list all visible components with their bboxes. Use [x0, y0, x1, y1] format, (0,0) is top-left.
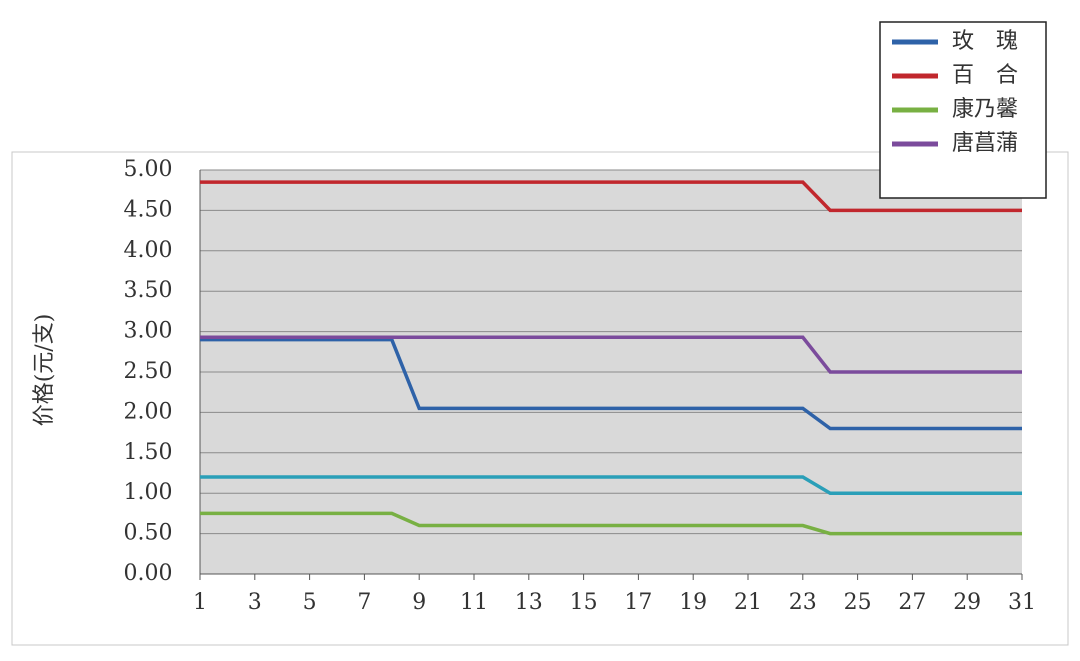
- x-tick-label: 9: [412, 590, 426, 615]
- y-tick-label: 3.50: [124, 278, 173, 303]
- series-line: [200, 511, 1022, 536]
- legend-label: 康乃馨: [952, 97, 1018, 122]
- x-tick-label: 7: [357, 590, 371, 615]
- y-tick-label: 1.00: [124, 480, 173, 505]
- x-tick-label: 21: [734, 590, 762, 615]
- x-tick-label: 5: [303, 590, 317, 615]
- x-tick-label: 29: [953, 590, 981, 615]
- y-tick-label: 5.00: [124, 157, 173, 182]
- y-tick-label: 2.50: [124, 359, 173, 384]
- x-tick-label: 27: [898, 590, 926, 615]
- y-tick-label: 2.00: [124, 399, 173, 424]
- series-line: [200, 475, 1022, 495]
- x-tick-label: 11: [460, 590, 488, 615]
- legend-label: 唐菖蒲: [952, 131, 1018, 156]
- x-tick-label: 13: [515, 590, 543, 615]
- x-tick-label: 19: [679, 590, 707, 615]
- x-tick-label: 25: [844, 590, 872, 615]
- y-axis-label: 价格(元/支): [32, 314, 57, 427]
- y-tick-label: 3.00: [124, 319, 173, 344]
- x-tick-label: 15: [570, 590, 598, 615]
- y-tick-label: 4.50: [124, 197, 173, 222]
- series-line: [200, 335, 1022, 374]
- x-tick-label: 23: [789, 590, 817, 615]
- y-tick-label: 0.50: [124, 521, 173, 546]
- x-tick-label: 17: [624, 590, 652, 615]
- legend-label: 玫 瑰: [952, 29, 1018, 54]
- x-tick-label: 1: [193, 590, 207, 615]
- y-tick-label: 0.00: [124, 561, 173, 586]
- y-tick-label: 4.00: [124, 238, 173, 263]
- x-tick-label: 3: [248, 590, 262, 615]
- series-line: [200, 337, 1022, 431]
- series-line: [200, 180, 1022, 213]
- legend-label: 百 合: [952, 63, 1018, 88]
- y-tick-label: 1.50: [124, 440, 173, 465]
- x-tick-label: 31: [1008, 590, 1036, 615]
